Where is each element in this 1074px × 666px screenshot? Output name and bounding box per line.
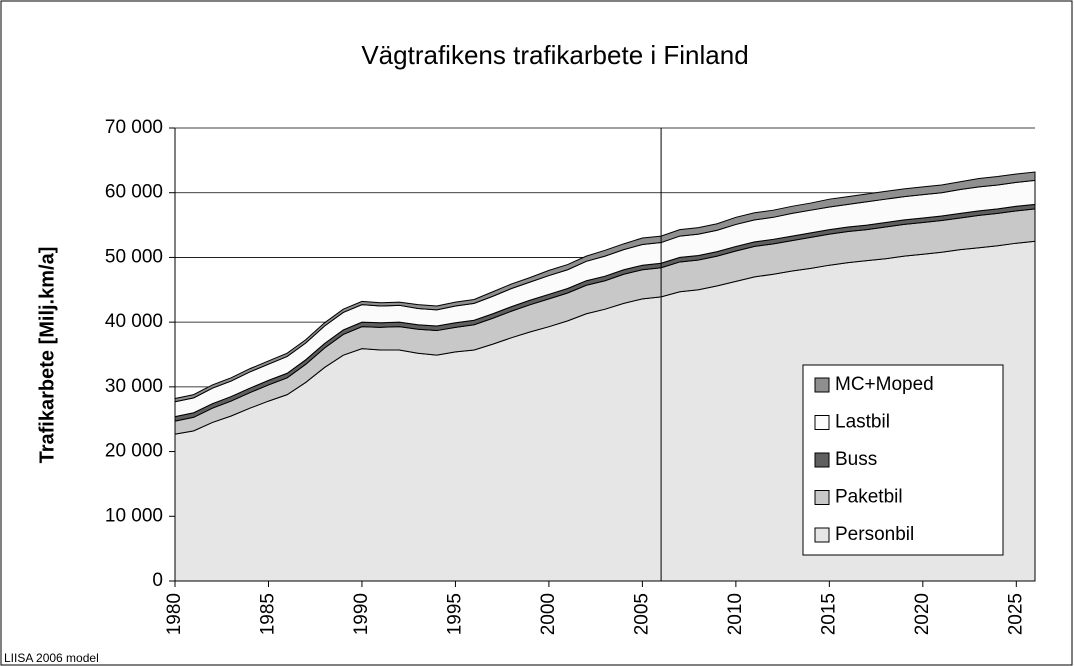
area [174,171,1036,403]
legend-swatch [814,452,830,468]
y-axis-label: Trafikarbete [Milj.km/a] [36,247,58,464]
footnote: LIISA 2006 model [4,651,99,665]
y-tick-label: 60 000 [105,182,163,203]
x-tick-label: 2000 [538,593,559,635]
legend-swatch [814,415,830,430]
x-tick-label: 1995 [444,593,465,635]
legend-label: Lastbil [835,412,890,433]
legend-swatch [814,490,830,505]
y-tick-label: 40 000 [105,311,163,332]
legend-label: MC+Moped [835,374,934,395]
y-tick-label: 10 000 [105,505,163,526]
legend-swatch [814,527,830,543]
x-tick-label: 2010 [725,593,746,635]
x-tick-label: 2015 [818,593,839,635]
legend-label: Buss [835,449,877,470]
x-tick-label: 1990 [351,593,372,635]
x-tick-label: 2005 [631,593,652,635]
legend-label: Paketbil [835,487,903,508]
x-tick-label: 1985 [257,593,278,635]
x-tick-label: 2025 [1005,593,1026,635]
legend-swatch [814,377,830,393]
y-tick-label: 0 [152,570,163,591]
y-tick-label: 20 000 [105,441,163,462]
x-tick-label: 1980 [164,593,185,635]
chart-title: Vägtrafikens trafikarbete i Finland [361,40,748,70]
y-tick-label: 70 000 [105,117,163,138]
y-tick-label: 50 000 [105,246,163,267]
x-tick-label: 2020 [912,593,933,635]
y-tick-label: 30 000 [105,376,163,397]
legend-box [802,364,1004,556]
legend-label: Personbil [835,524,914,545]
